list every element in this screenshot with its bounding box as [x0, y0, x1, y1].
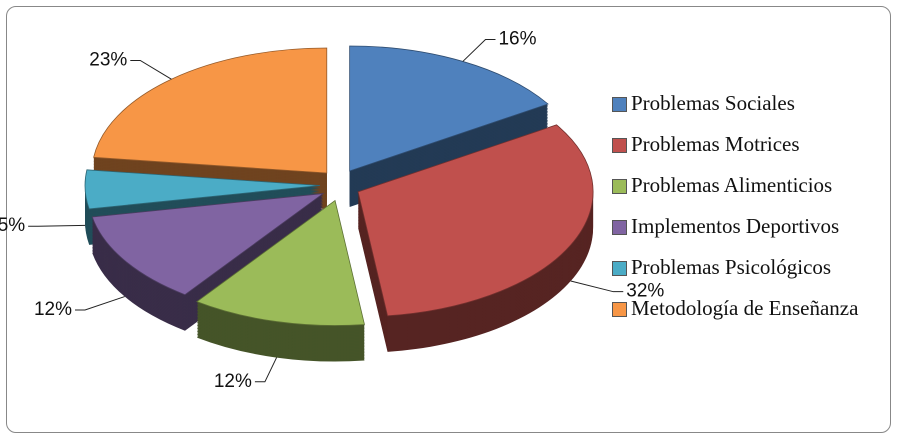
legend-label: Problemas Motrices [631, 132, 800, 156]
leader-line [130, 59, 172, 80]
chart-frame [6, 6, 891, 433]
leader-line [570, 280, 624, 293]
legend-item: Implementos Deportivos [612, 213, 862, 239]
legend-swatch [612, 97, 627, 112]
legend-label: Problemas Sociales [631, 91, 795, 115]
legend-item: Problemas Psicológicos [612, 254, 862, 280]
slice [349, 45, 549, 172]
leader-line [462, 39, 496, 62]
legend-item: Problemas Sociales [612, 90, 862, 116]
legend-swatch [612, 261, 627, 276]
slice [84, 169, 321, 210]
legend-item: Metodología de Enseñanza [612, 295, 862, 321]
leader-line [254, 357, 278, 383]
data-label: 12% [34, 299, 72, 320]
leader-line [75, 296, 125, 311]
legend-swatch [612, 179, 627, 194]
legend-label: Problemas Alimenticios [631, 173, 833, 197]
data-label: 12% [214, 371, 252, 392]
legend-label: Metodología de Enseñanza [631, 296, 859, 320]
legend-label: Implementos Deportivos [631, 214, 840, 238]
data-label: 16% [498, 29, 536, 50]
legend-swatch [612, 220, 627, 235]
data-label: 5% [0, 215, 25, 236]
legend-swatch [612, 302, 627, 317]
slice-group [349, 45, 549, 207]
slice [357, 124, 594, 317]
data-label: 23% [89, 49, 127, 70]
legend: Problemas Sociales Problemas Motrices Prob… [612, 90, 862, 336]
data-label: 32% [626, 281, 664, 302]
legend-item: Problemas Alimenticios [612, 172, 862, 198]
slice-group [357, 124, 594, 352]
legend-item: Problemas Motrices [612, 131, 862, 157]
slice [93, 47, 328, 174]
slice [91, 193, 325, 296]
leader-line [28, 224, 86, 227]
slice-group [196, 199, 365, 362]
slice [196, 199, 365, 326]
legend-label: Problemas Psicológicos [631, 255, 832, 279]
legend-swatch [612, 138, 627, 153]
